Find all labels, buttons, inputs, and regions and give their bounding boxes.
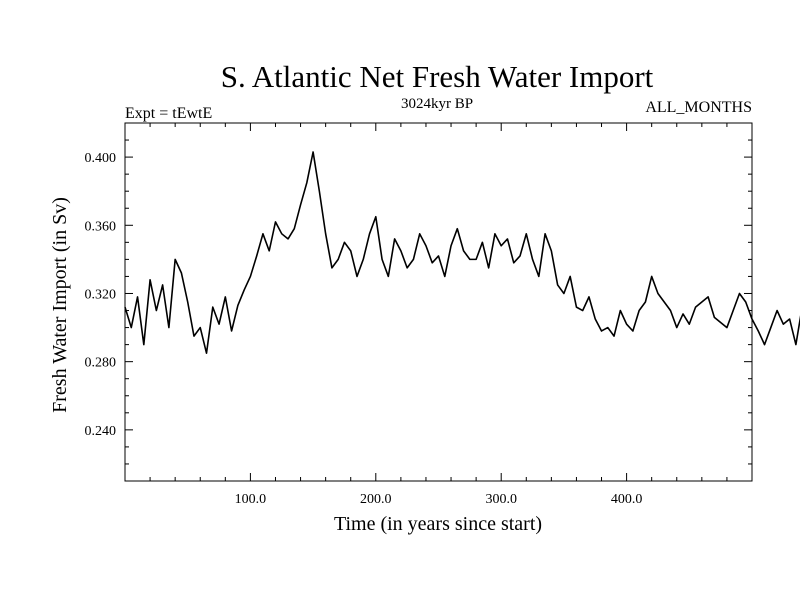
y-tick-label: 0.400 — [85, 151, 117, 166]
x-axis-ticks — [149, 123, 728, 481]
x-tick-label: 100.0 — [235, 492, 267, 507]
x-tick-label: 300.0 — [485, 492, 517, 507]
y-axis-ticks — [125, 139, 752, 465]
x-tick-label: 200.0 — [360, 492, 392, 507]
y-tick-label: 0.360 — [85, 219, 117, 234]
x-tick-label: 400.0 — [611, 492, 643, 507]
y-axis-label: Fresh Water Import (in Sv) — [49, 197, 71, 413]
y-tick-label: 0.240 — [85, 424, 117, 439]
months-label: ALL_MONTHS — [645, 99, 752, 116]
y-axis-tick-labels: 0.240 0.280 0.320 0.360 0.400 — [85, 151, 117, 439]
series-line — [124, 151, 800, 354]
x-axis-label: Time (in years since start) — [334, 513, 542, 535]
y-tick-label: 0.280 — [85, 356, 117, 371]
chart-subtitle: 3024kyr BP — [401, 96, 473, 112]
x-axis-tick-labels: 100.0 200.0 300.0 400.0 — [235, 492, 643, 507]
y-tick-label: 0.320 — [85, 287, 117, 302]
experiment-label: Expt = tEwtE — [125, 105, 212, 122]
chart-title: S. Atlantic Net Fresh Water Import — [221, 59, 654, 94]
plot-frame — [124, 122, 753, 482]
